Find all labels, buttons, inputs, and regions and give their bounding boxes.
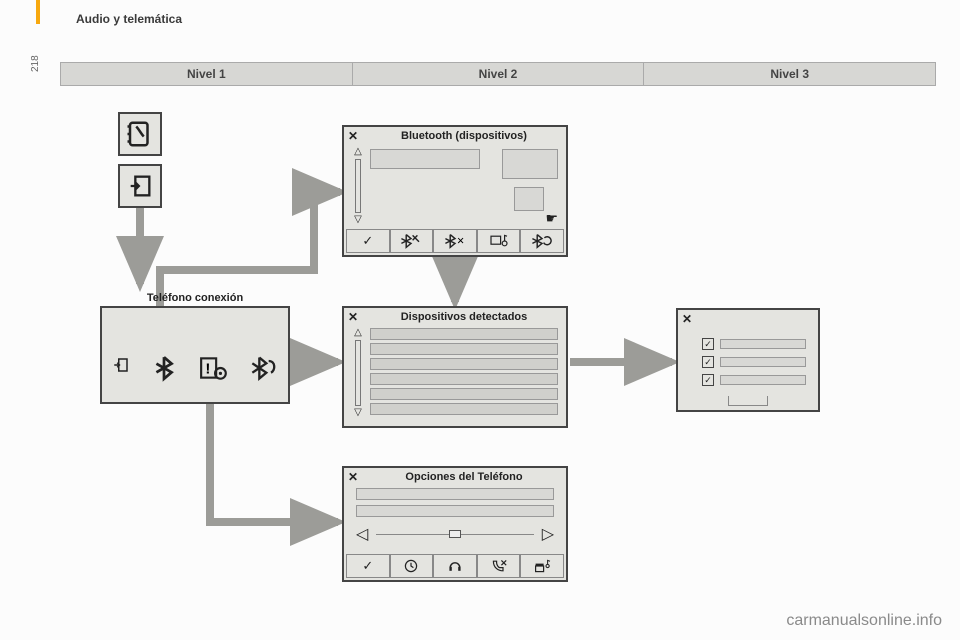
list-item[interactable] xyxy=(370,358,558,370)
check-row[interactable]: ✓ xyxy=(702,374,806,386)
section-title: Audio y telemática xyxy=(76,12,182,26)
level-header: Nivel 1 Nivel 2 Nivel 3 xyxy=(60,62,936,86)
bt-title: Bluetooth (dispositivos) xyxy=(344,130,566,142)
device-icon-box xyxy=(514,187,544,211)
panel-footer xyxy=(728,396,768,406)
level-3: Nivel 3 xyxy=(644,63,935,85)
telefono-conexion-panel: Teléfono conexión ! xyxy=(100,306,290,404)
bt-settings-icon[interactable]: ! xyxy=(199,351,229,390)
close-icon[interactable]: ✕ xyxy=(682,312,692,326)
level-2: Nivel 2 xyxy=(353,63,645,85)
check-row[interactable]: ✓ xyxy=(702,356,806,368)
page-number: 218 xyxy=(30,55,41,72)
scroll-up-icon[interactable]: △ xyxy=(352,147,364,157)
headset-icon[interactable] xyxy=(433,554,477,578)
phone-directory-icon xyxy=(118,112,162,156)
exit-icon[interactable] xyxy=(112,351,130,390)
bluetooth-icon[interactable] xyxy=(151,351,177,390)
bt-pair-icon[interactable] xyxy=(250,351,278,390)
checkbox-panel: ✕ ✓ ✓ ✓ xyxy=(676,308,820,412)
check-list: ✓ ✓ ✓ xyxy=(702,338,806,386)
check-row[interactable]: ✓ xyxy=(702,338,806,350)
slider-right-icon[interactable]: ▷ xyxy=(542,524,554,544)
option-row xyxy=(356,488,554,500)
svg-text:✕: ✕ xyxy=(457,236,465,247)
bt-toolbar: ✓ ✕ xyxy=(346,229,564,253)
op-title: Opciones del Teléfono xyxy=(344,471,566,483)
device-name-field xyxy=(370,149,480,169)
confirm-icon[interactable]: ✓ xyxy=(346,229,390,253)
option-row xyxy=(356,505,554,517)
scrollbar[interactable]: △ ▽ xyxy=(352,328,364,418)
mute-call-icon[interactable] xyxy=(477,554,521,578)
list-item[interactable] xyxy=(370,328,558,340)
level-1: Nivel 1 xyxy=(61,63,353,85)
confirm-icon[interactable]: ✓ xyxy=(346,554,390,578)
device-info-box xyxy=(502,149,558,179)
watermark: carmanualsonline.info xyxy=(786,612,942,630)
scroll-up-icon[interactable]: △ xyxy=(352,328,364,338)
list-item[interactable] xyxy=(370,388,558,400)
op-toolbar: ✓ xyxy=(346,554,564,578)
dd-title: Dispositivos detectados xyxy=(344,311,566,323)
opciones-panel: ✕ Opciones del Teléfono ◁ ▷ ✓ xyxy=(342,466,568,582)
scroll-down-icon[interactable]: ▽ xyxy=(352,215,364,225)
svg-text:!: ! xyxy=(205,360,210,377)
scroll-down-icon[interactable]: ▽ xyxy=(352,408,364,418)
list-item[interactable] xyxy=(370,343,558,355)
bt-edit-icon[interactable] xyxy=(390,229,434,253)
ringtone-icon[interactable] xyxy=(520,554,564,578)
bluetooth-panel: ✕ Bluetooth (dispositivos) △ ▽ ☛ ✓ ✕ xyxy=(342,125,568,257)
list-item[interactable] xyxy=(370,403,558,415)
bt-delete-icon[interactable]: ✕ xyxy=(433,229,477,253)
slider[interactable]: ◁ ▷ xyxy=(356,526,554,542)
tel-title: Teléfono conexión xyxy=(102,292,288,304)
device-list xyxy=(370,328,558,415)
accent-bar xyxy=(36,0,40,24)
scrollbar[interactable]: △ ▽ xyxy=(352,147,364,225)
slider-left-icon[interactable]: ◁ xyxy=(356,524,368,544)
bt-audio-icon[interactable] xyxy=(477,229,521,253)
dispositivos-panel: ✕ Dispositivos detectados △ ▽ xyxy=(342,306,568,428)
bt-refresh-icon[interactable] xyxy=(520,229,564,253)
clock-icon[interactable] xyxy=(390,554,434,578)
hand-icon: ☛ xyxy=(545,210,558,227)
list-item[interactable] xyxy=(370,373,558,385)
source-icon xyxy=(118,164,162,208)
